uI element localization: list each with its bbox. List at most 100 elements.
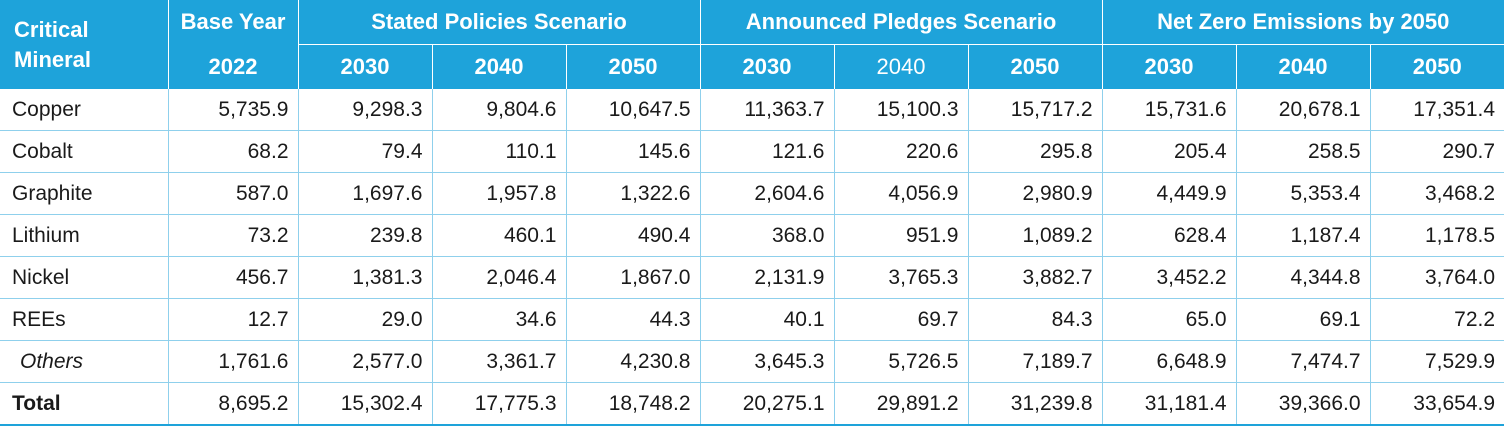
table-cell: 8,695.2 <box>168 382 299 426</box>
table-cell: 951.9 <box>834 214 969 257</box>
table-cell: 10,647.5 <box>566 89 701 131</box>
table-cell: 490.4 <box>566 214 701 257</box>
group-header-stated-policies: Stated Policies Scenario <box>298 0 701 45</box>
table-cell: 17,351.4 <box>1370 89 1504 131</box>
table-cell: 4,056.9 <box>834 172 969 215</box>
row-label: REEs <box>0 298 169 341</box>
table-cell: 3,468.2 <box>1370 172 1504 215</box>
table-cell: 15,731.6 <box>1102 89 1237 131</box>
table-cell: 205.4 <box>1102 130 1237 173</box>
row-label: Lithium <box>0 214 169 257</box>
table-cell: 587.0 <box>168 172 299 215</box>
table-cell: 239.8 <box>298 214 433 257</box>
table-cell: 121.6 <box>700 130 835 173</box>
table-cell: 72.2 <box>1370 298 1504 341</box>
table-cell: 295.8 <box>968 130 1103 173</box>
corner-label-line2: Mineral <box>14 46 92 72</box>
table-cell: 73.2 <box>168 214 299 257</box>
table-cell: 456.7 <box>168 256 299 299</box>
table-cell: 9,298.3 <box>298 89 433 131</box>
corner-label-line1: Critical <box>14 16 89 42</box>
year-header-base: 2022 <box>168 44 299 89</box>
year-header-aps-2030: 2030 <box>700 44 835 89</box>
year-header-steps-2040: 2040 <box>432 44 567 89</box>
table-cell: 31,239.8 <box>968 382 1103 426</box>
table-cell: 7,529.9 <box>1370 340 1504 383</box>
table-cell: 1,957.8 <box>432 172 567 215</box>
table-cell: 3,452.2 <box>1102 256 1237 299</box>
table-cell: 29,891.2 <box>834 382 969 426</box>
table-row-rees: REEs 12.7 29.0 34.6 44.3 40.1 69.7 84.3 65.0 69.1… <box>0 298 1504 341</box>
table-cell: 145.6 <box>566 130 701 173</box>
table-cell: 4,344.8 <box>1236 256 1371 299</box>
table-cell: 368.0 <box>700 214 835 257</box>
table-cell: 258.5 <box>1236 130 1371 173</box>
table-cell: 110.1 <box>432 130 567 173</box>
table-header: Critical Mineral Base Year Stated Polici… <box>0 0 1504 89</box>
table-row-cobalt: Cobalt 68.2 79.4 110.1 145.6 121.6 220.6 295.8 2… <box>0 130 1504 173</box>
year-header-nze-2040: 2040 <box>1236 44 1371 89</box>
year-header-steps-2050: 2050 <box>566 44 701 89</box>
table-cell: 1,322.6 <box>566 172 701 215</box>
table-cell: 17,775.3 <box>432 382 567 426</box>
table-cell: 2,604.6 <box>700 172 835 215</box>
table-cell: 34.6 <box>432 298 567 341</box>
table-cell: 4,230.8 <box>566 340 701 383</box>
table-cell: 15,717.2 <box>968 89 1103 131</box>
table-cell: 5,735.9 <box>168 89 299 131</box>
table-cell: 12.7 <box>168 298 299 341</box>
row-label: Copper <box>0 89 169 131</box>
table-body: Copper 5,735.9 9,298.3 9,804.6 10,647.5 11,36… <box>0 89 1504 426</box>
table-cell: 79.4 <box>298 130 433 173</box>
table-cell: 2,577.0 <box>298 340 433 383</box>
table-cell: 5,726.5 <box>834 340 969 383</box>
table-cell: 31,181.4 <box>1102 382 1237 426</box>
row-label: Graphite <box>0 172 169 215</box>
row-label: Total <box>0 382 169 426</box>
table-cell: 7,474.7 <box>1236 340 1371 383</box>
table-cell: 628.4 <box>1102 214 1237 257</box>
table-cell: 69.1 <box>1236 298 1371 341</box>
table-cell: 6,648.9 <box>1102 340 1237 383</box>
table-row-graphite: Graphite 587.0 1,697.6 1,957.8 1,322.6 2,604.… <box>0 172 1504 215</box>
table-cell: 1,089.2 <box>968 214 1103 257</box>
table-row-nickel: Nickel 456.7 1,381.3 2,046.4 1,867.0 2,131.9 3… <box>0 256 1504 299</box>
table-cell: 3,361.7 <box>432 340 567 383</box>
table-cell: 1,761.6 <box>168 340 299 383</box>
row-label: Others <box>0 340 169 383</box>
table-cell: 7,189.7 <box>968 340 1103 383</box>
table-cell: 20,678.1 <box>1236 89 1371 131</box>
table-cell: 11,363.7 <box>700 89 835 131</box>
corner-header: Critical Mineral <box>0 0 169 89</box>
table-cell: 1,381.3 <box>298 256 433 299</box>
table-cell: 3,765.3 <box>834 256 969 299</box>
base-year-header: Base Year <box>168 0 299 45</box>
year-header-aps-2040: 2040 <box>834 44 969 89</box>
table-cell: 1,178.5 <box>1370 214 1504 257</box>
table-row-copper: Copper 5,735.9 9,298.3 9,804.6 10,647.5 11,36… <box>0 89 1504 131</box>
table-cell: 220.6 <box>834 130 969 173</box>
table-cell: 84.3 <box>968 298 1103 341</box>
table-cell: 65.0 <box>1102 298 1237 341</box>
year-header-nze-2030: 2030 <box>1102 44 1237 89</box>
row-label: Cobalt <box>0 130 169 173</box>
table-cell: 40.1 <box>700 298 835 341</box>
table-cell: 68.2 <box>168 130 299 173</box>
table-cell: 69.7 <box>834 298 969 341</box>
year-header-steps-2030: 2030 <box>298 44 433 89</box>
row-label: Nickel <box>0 256 169 299</box>
table-row-total: Total 8,695.2 15,302.4 17,775.3 18,748.2 20,2… <box>0 382 1504 426</box>
table-row-others: Others 1,761.6 2,577.0 3,361.7 4,230.8 3,645.… <box>0 340 1504 383</box>
table-cell: 4,449.9 <box>1102 172 1237 215</box>
table-cell: 5,353.4 <box>1236 172 1371 215</box>
table-cell: 3,645.3 <box>700 340 835 383</box>
year-header-aps-2050: 2050 <box>968 44 1103 89</box>
table-cell: 1,697.6 <box>298 172 433 215</box>
table-cell: 2,131.9 <box>700 256 835 299</box>
table-cell: 44.3 <box>566 298 701 341</box>
table-cell: 15,100.3 <box>834 89 969 131</box>
group-header-net-zero: Net Zero Emissions by 2050 <box>1102 0 1504 45</box>
table-cell: 3,764.0 <box>1370 256 1504 299</box>
table-cell: 20,275.1 <box>700 382 835 426</box>
